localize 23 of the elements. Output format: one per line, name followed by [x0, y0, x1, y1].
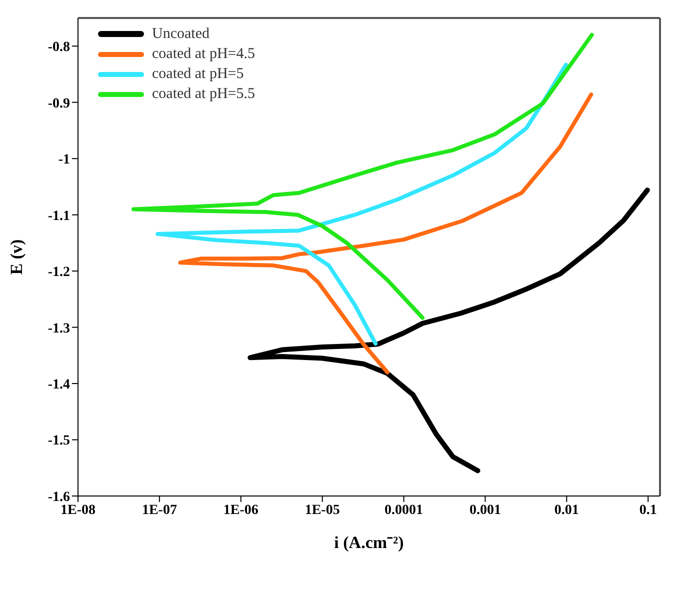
y-tick-label: -0.8 [48, 40, 70, 56]
legend-label: coated at pH=5 [152, 66, 244, 82]
legend-label: coated at pH=5.5 [152, 86, 256, 102]
x-tick-label: 0.001 [469, 502, 501, 518]
x-tick-label: 0.0001 [384, 502, 424, 518]
x-tick-label: 1E-06 [223, 502, 258, 518]
y-tick-label: -1.2 [48, 265, 70, 280]
x-tick-label: 1E-07 [142, 502, 177, 518]
x-tick-label: 1E-05 [304, 502, 340, 518]
y-tick-label: -1.1 [48, 208, 70, 224]
y-tick-label: -1.6 [48, 490, 70, 505]
y-tick-label: -1.5 [48, 434, 70, 449]
x-tick-label: 0.01 [554, 502, 579, 518]
y-tick-label: -0.9 [48, 96, 70, 112]
x-tick-label: 1E-08 [60, 502, 96, 518]
legend-label: coated at pH=4.5 [152, 46, 256, 62]
legend-label: Uncoated [152, 26, 210, 42]
y-axis-title: E (v) [7, 239, 26, 275]
y-tick-label: -1.3 [48, 321, 70, 336]
x-axis-title: i (A.cm⁻²) [334, 533, 404, 552]
y-tick-label: -1.4 [48, 378, 70, 392]
y-tick-label: -1 [58, 152, 70, 168]
x-tick-label: 0.1 [639, 502, 657, 518]
